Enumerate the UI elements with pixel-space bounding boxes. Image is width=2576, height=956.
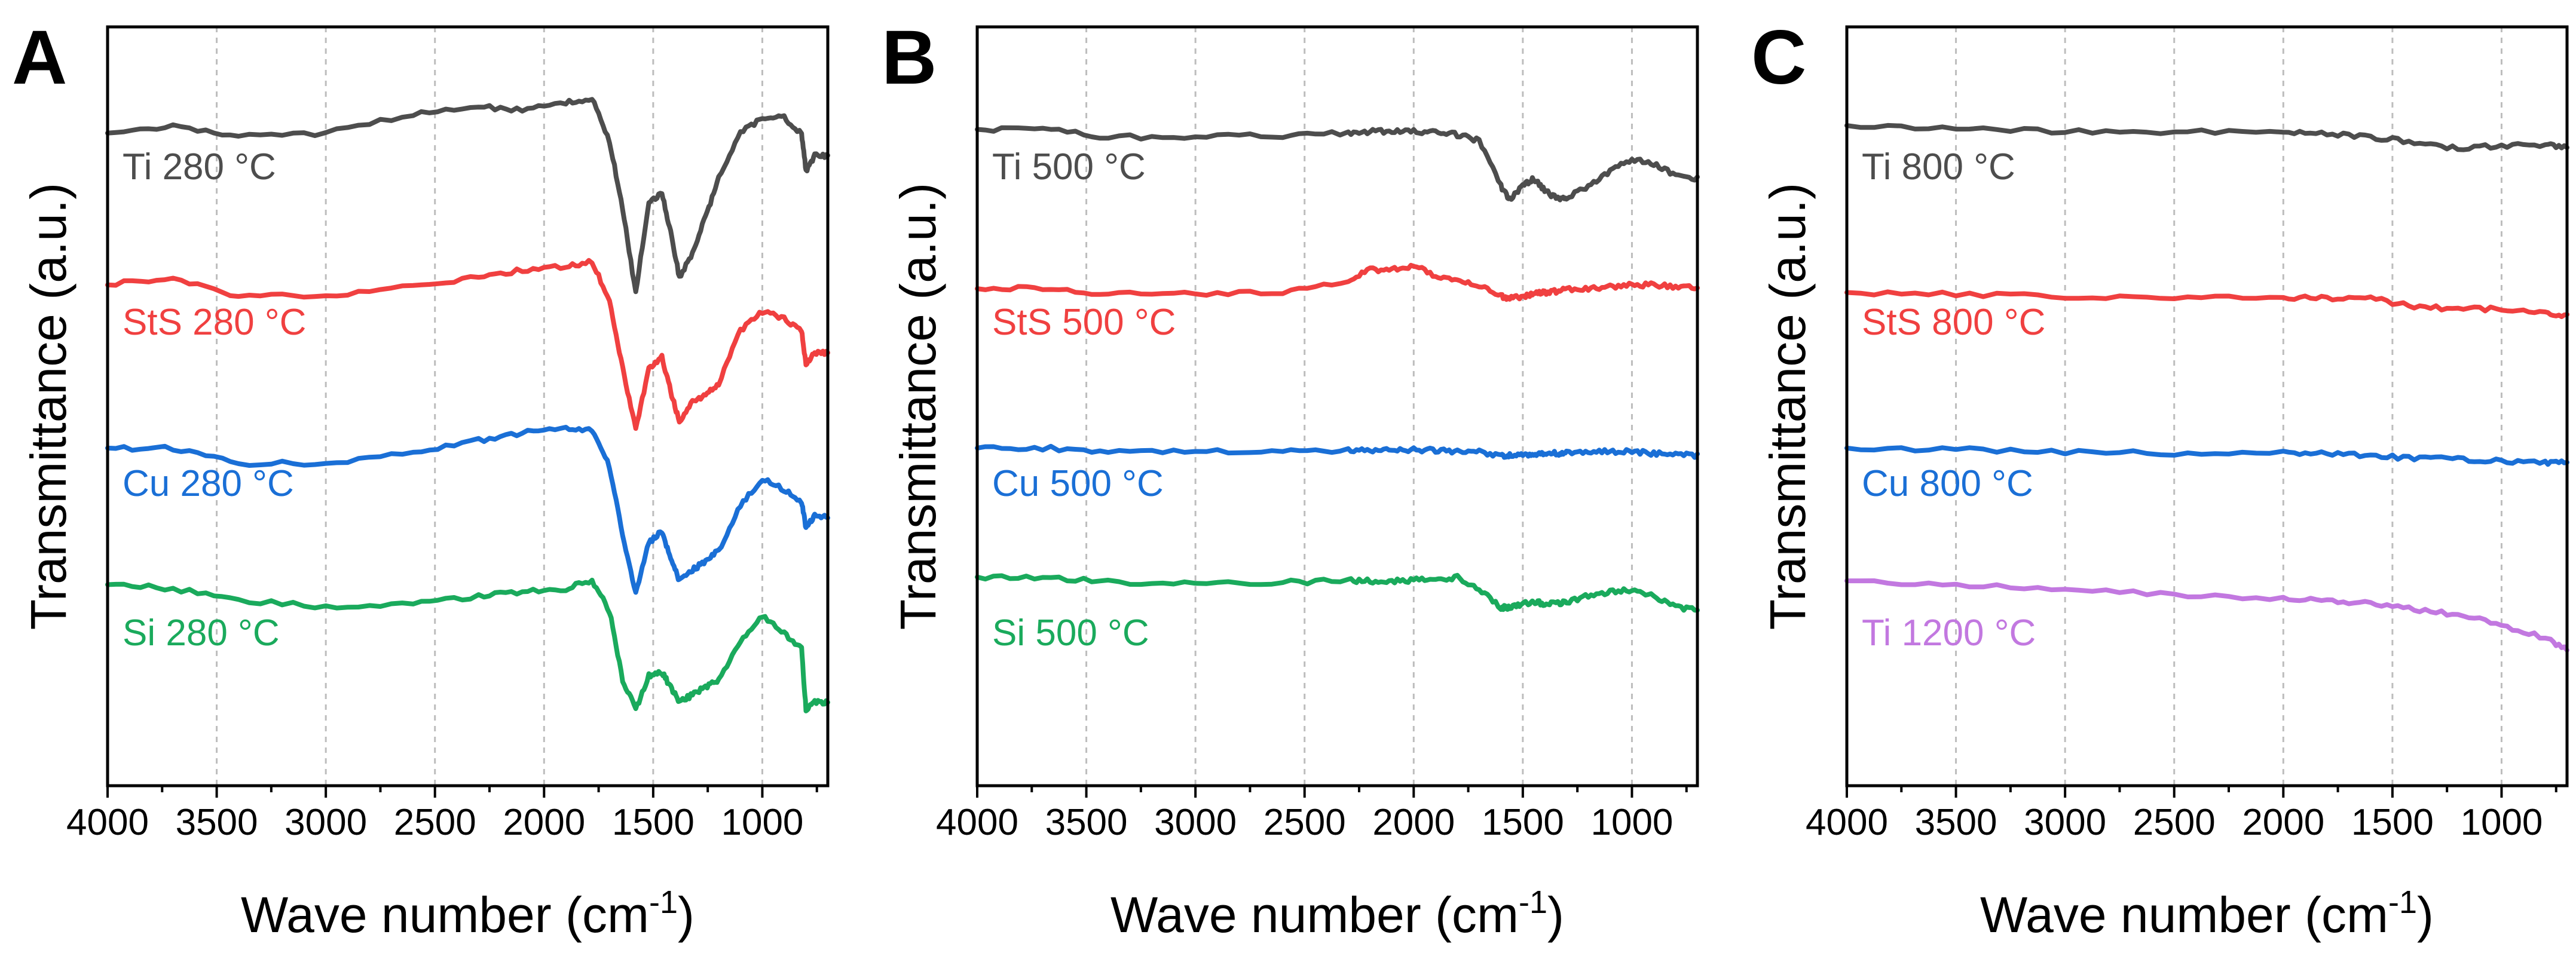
series-line-ti [975, 125, 1700, 203]
plot-frame [975, 25, 1699, 788]
x-tick-label: 1500 [1482, 802, 1564, 843]
x-tick-label: 1500 [2351, 802, 2434, 843]
series-line-si [105, 577, 830, 713]
x-tick-label: 2000 [503, 802, 585, 843]
plot-frame [106, 25, 830, 788]
y-axis-title: Transmittance (a.u.) [1760, 183, 1816, 630]
series-label: Ti 1200 °C [1862, 612, 2036, 654]
plot-frame [1845, 25, 2569, 788]
x-tick-label: 3000 [1154, 802, 1237, 843]
series-label: Cu 500 °C [992, 463, 1164, 504]
series-label: Cu 280 °C [123, 463, 294, 504]
panel-letter: B [882, 15, 937, 100]
x-tick-label: 2000 [2242, 802, 2324, 843]
series-line-sts [1844, 289, 2569, 319]
x-axis-title: Wave number (cm-1) [1980, 884, 2434, 943]
series-line-ti [1844, 578, 2569, 653]
panel-letter: C [1751, 15, 1806, 100]
panel-letter: A [12, 15, 67, 100]
series-line-ti [1844, 122, 2569, 152]
series-label: Si 500 °C [992, 612, 1149, 654]
series-line-sts [975, 262, 1700, 302]
x-tick-label: 3500 [176, 802, 258, 843]
series-label: Cu 800 °C [1862, 463, 2033, 504]
series-label: StS 500 °C [992, 302, 1176, 343]
series-label: Ti 800 °C [1862, 146, 2015, 188]
x-tick-label: 2500 [2133, 802, 2216, 843]
x-axis-title: Wave number (cm-1) [1110, 884, 1564, 943]
series-label: Si 280 °C [123, 612, 280, 654]
x-axis-title: Wave number (cm-1) [241, 884, 695, 943]
x-tick-label: 1000 [1590, 802, 1673, 843]
series-line-cu [105, 425, 830, 595]
x-tick-label: 1500 [612, 802, 695, 843]
series-label: StS 280 °C [123, 302, 306, 343]
y-axis-title: Transmittance (a.u.) [890, 183, 946, 630]
x-tick-label: 2500 [1263, 802, 1346, 843]
x-tick-label: 4000 [936, 802, 1018, 843]
series-line-cu [1844, 445, 2569, 467]
series-label: Ti 500 °C [992, 146, 1146, 188]
series-label: Ti 280 °C [123, 146, 276, 188]
y-axis-title: Transmittance (a.u.) [20, 183, 77, 630]
x-tick-label: 3000 [284, 802, 367, 843]
series-line-sts [105, 258, 830, 431]
x-tick-label: 4000 [1806, 802, 1888, 843]
x-tick-label: 2000 [1372, 802, 1455, 843]
x-tick-label: 1000 [2460, 802, 2543, 843]
x-tick-label: 4000 [66, 802, 149, 843]
series-line-cu [975, 443, 1700, 460]
series-line-si [975, 572, 1700, 613]
x-tick-label: 3000 [2024, 802, 2106, 843]
x-tick-label: 2500 [394, 802, 476, 843]
chart-panel-a: Ti 280 °C StS 280 °C Cu 280 °C Si 280 °C 400… [12, 15, 830, 943]
x-tick-label: 1000 [721, 802, 803, 843]
chart-panel-c: Ti 800 °C StS 800 °C Cu 800 °C Ti 1200 °C 40… [1751, 15, 2569, 943]
chart-panel-b: Ti 500 °C StS 500 °C Cu 500 °C Si 500 °C 400… [882, 15, 1700, 943]
series-label: StS 800 °C [1862, 302, 2045, 343]
x-tick-label: 3500 [1045, 802, 1128, 843]
series-line-ti [105, 97, 830, 295]
x-tick-label: 3500 [1915, 802, 1997, 843]
